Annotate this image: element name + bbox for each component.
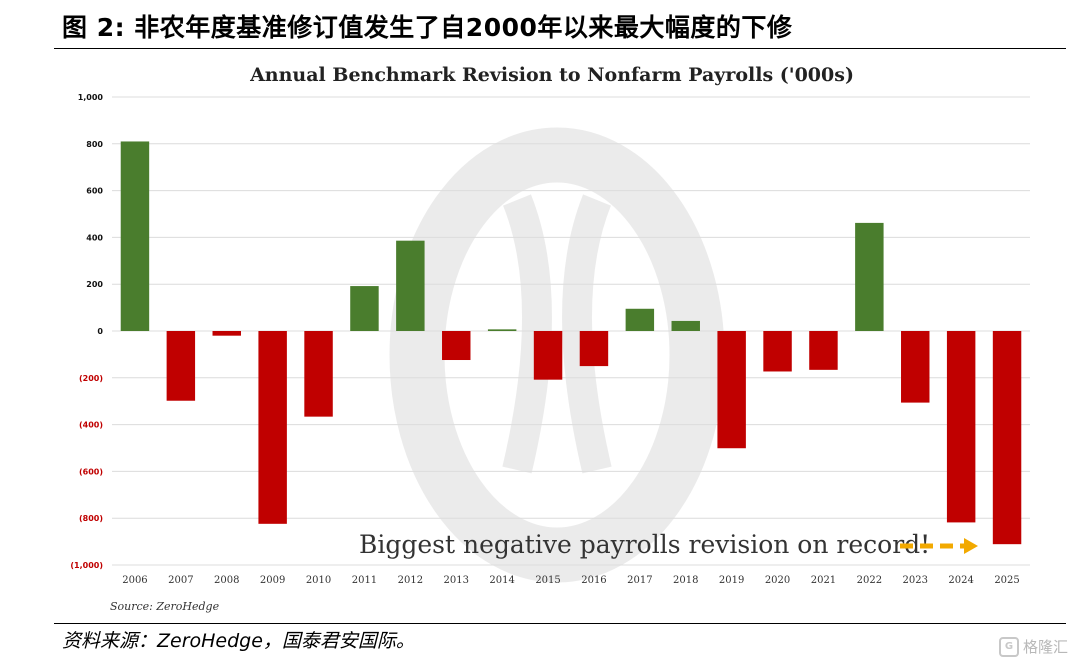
annotation-arrow — [900, 538, 978, 554]
y-tick-label: 0 — [97, 327, 103, 336]
watermark: G 格隆汇 — [998, 636, 1068, 657]
x-tick-label: 2019 — [719, 575, 744, 586]
watermark-logo-icon: G — [998, 636, 1019, 657]
bar-2024 — [946, 331, 976, 523]
x-tick-label: 2011 — [352, 575, 377, 586]
y-tick-label: 800 — [86, 140, 103, 149]
bar-2014 — [487, 329, 517, 331]
figure-heading: 图 2: 非农年度基准修订值发生了自2000年以来最大幅度的下修 — [62, 13, 793, 42]
bar-2023 — [901, 331, 930, 403]
bar-2008 — [212, 331, 241, 336]
x-tick-label: 2016 — [581, 575, 606, 586]
bar-2009 — [258, 331, 287, 524]
x-tick-label: 2008 — [214, 575, 239, 586]
watermark-logo — [389, 127, 725, 583]
bar-2011 — [350, 286, 379, 331]
x-tick-label: 2024 — [948, 575, 973, 586]
annotation-text: Biggest negative payrolls revision on re… — [359, 530, 930, 559]
watermark-text: 格隆汇 — [1022, 638, 1068, 656]
y-tick-label: (200) — [79, 374, 103, 383]
source-note: Source: ZeroHedge — [110, 600, 220, 613]
x-tick-label: 2010 — [306, 575, 331, 586]
y-tick-label: (800) — [79, 514, 103, 523]
bar-2010 — [304, 331, 333, 417]
y-tick-label: (400) — [79, 421, 103, 430]
bar-2022 — [855, 222, 884, 331]
y-tick-label: 600 — [86, 187, 103, 196]
bar-2007 — [166, 331, 196, 401]
x-tick-label: 2022 — [857, 575, 882, 586]
bar-2020 — [763, 331, 792, 372]
x-tick-label: 2017 — [627, 575, 652, 586]
x-tick-label: 2013 — [444, 575, 469, 586]
x-tick-label: 2006 — [122, 575, 147, 586]
bar-2021 — [809, 331, 838, 370]
footer-rule — [54, 623, 1066, 624]
footer-source: 资料来源：ZeroHedge，国泰君安国际。 — [62, 630, 415, 652]
bar-2006 — [120, 141, 150, 331]
bars — [120, 141, 1022, 545]
bar-2019 — [717, 331, 746, 449]
y-tick-label: 400 — [86, 233, 103, 242]
y-tick-label: 200 — [86, 280, 103, 289]
x-tick-label: 2023 — [903, 575, 928, 586]
bar-2013 — [442, 331, 471, 361]
chart-title: Annual Benchmark Revision to Nonfarm Pay… — [249, 64, 854, 86]
y-axis: 1,000 800 600 400 200 0 (200) (400) (600) (800) (1… — [70, 93, 103, 570]
x-tick-label: 2018 — [673, 575, 698, 586]
x-tick-label: 2021 — [811, 575, 836, 586]
heading-rule — [54, 48, 1066, 49]
x-tick-label: 2020 — [765, 575, 790, 586]
bar-2017 — [625, 308, 655, 331]
chart: Annual Benchmark Revision to Nonfarm Pay… — [70, 64, 1030, 613]
bar-2012 — [396, 240, 425, 331]
x-tick-label: 2025 — [994, 575, 1019, 586]
bar-2018 — [671, 320, 700, 331]
y-tick-label: (1,000) — [70, 561, 103, 570]
bar-2025 — [992, 331, 1022, 545]
y-tick-label: 1,000 — [78, 93, 104, 102]
bar-2016 — [579, 331, 609, 367]
x-tick-label: 2014 — [489, 575, 514, 586]
x-tick-label: 2009 — [260, 575, 285, 586]
x-tick-label: 2015 — [535, 575, 560, 586]
x-tick-label: 2012 — [398, 575, 423, 586]
x-axis: 2006 2007 2008 2009 2010 2011 2012 2013 2014 2015… — [122, 575, 1020, 586]
y-tick-label: (600) — [79, 467, 103, 476]
x-tick-label: 2007 — [168, 575, 193, 586]
bar-2015 — [533, 331, 563, 380]
